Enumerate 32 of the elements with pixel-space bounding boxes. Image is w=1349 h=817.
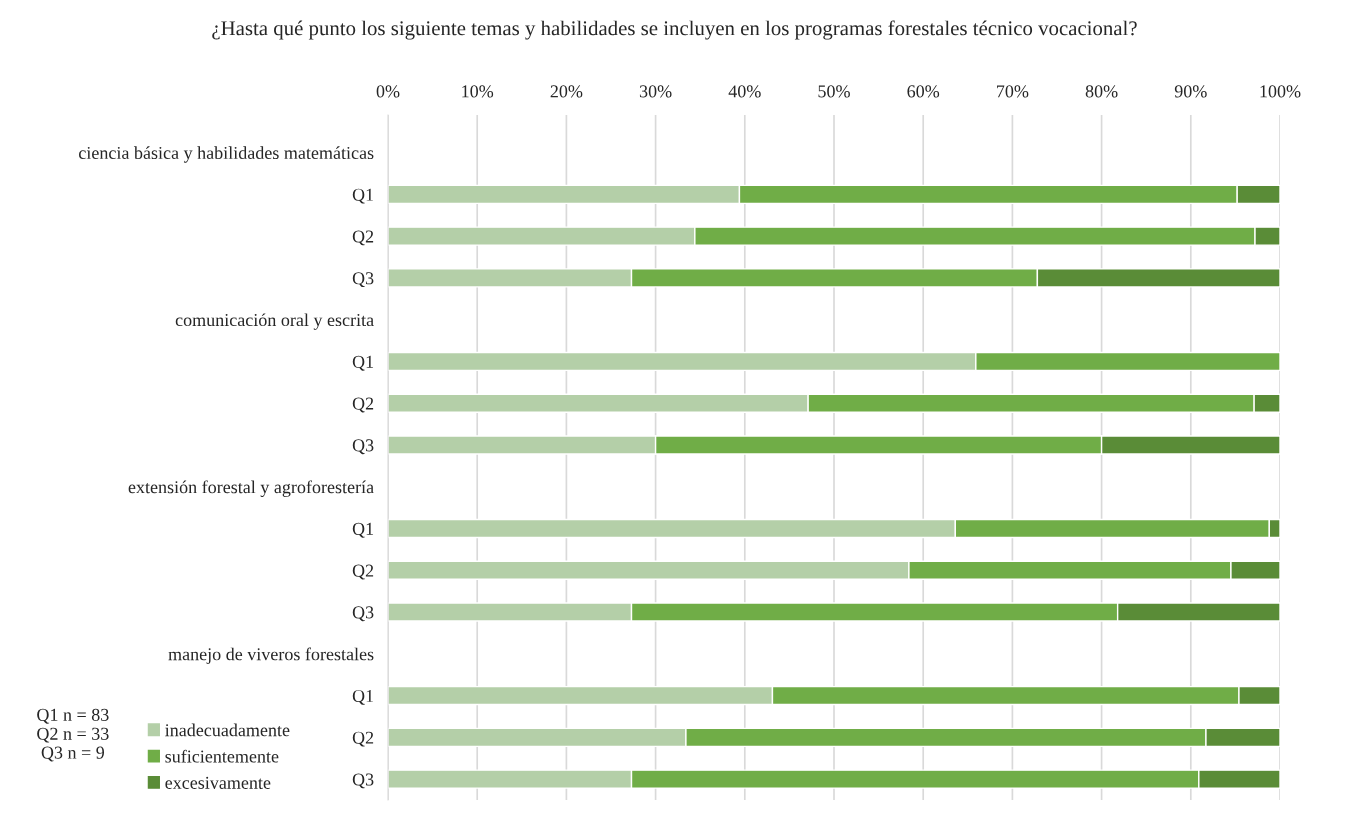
y-tick-label: Q2 — [352, 230, 374, 246]
legend-label: suficientemente — [165, 749, 279, 763]
y-tick-label: extensión forestal y agroforestería — [128, 480, 374, 497]
x-tick-label: 90% — [1174, 85, 1207, 98]
chart-title: ¿Hasta qué punto los siguiente temas y habilidades se incluyen en los programas forestales técnico vocacional? — [212, 20, 1137, 40]
x-tick-label: 30% — [639, 85, 672, 98]
y-tick-label: manejo de viveros forestales — [168, 647, 374, 665]
x-tick-label: 60% — [907, 85, 940, 98]
x-tick-label: 80% — [1085, 85, 1118, 98]
legend-label: excesivamente — [165, 776, 271, 789]
y-tick-label: Q2 — [352, 397, 374, 413]
x-tick-label: 50% — [818, 85, 850, 98]
text: Q1 n = 83 Q2 n = 33 Q3 n = 9 — [37, 708, 109, 762]
y-tick-label: Q2 — [352, 564, 374, 580]
x-tick-label: 100% — [1260, 85, 1301, 98]
legend-label: inadecuadamente — [165, 723, 290, 737]
y-tick-label: Q3 — [352, 773, 374, 789]
x-tick-label: 10% — [462, 85, 494, 98]
x-tick-label: 40% — [728, 85, 761, 98]
y-tick-label: comunicación oral y escrita — [175, 313, 374, 330]
y-tick-label: Q2 — [352, 731, 374, 747]
x-tick-label: 20% — [550, 85, 583, 98]
y-tick-label: Q3 — [352, 272, 374, 288]
y-tick-label: Q1 — [352, 188, 374, 204]
y-tick-label: Q1 — [352, 355, 374, 371]
x-tick-label: 70% — [997, 85, 1029, 98]
y-tick-label: Q3 — [352, 439, 374, 455]
y-tick-label: Q1 — [352, 689, 374, 705]
x-tick-label: 0% — [376, 85, 400, 98]
y-tick-label: Q3 — [352, 606, 374, 622]
y-tick-label: Q1 — [352, 522, 374, 538]
y-tick-label: ciencia básica y habilidades matemáticas — [79, 146, 374, 163]
